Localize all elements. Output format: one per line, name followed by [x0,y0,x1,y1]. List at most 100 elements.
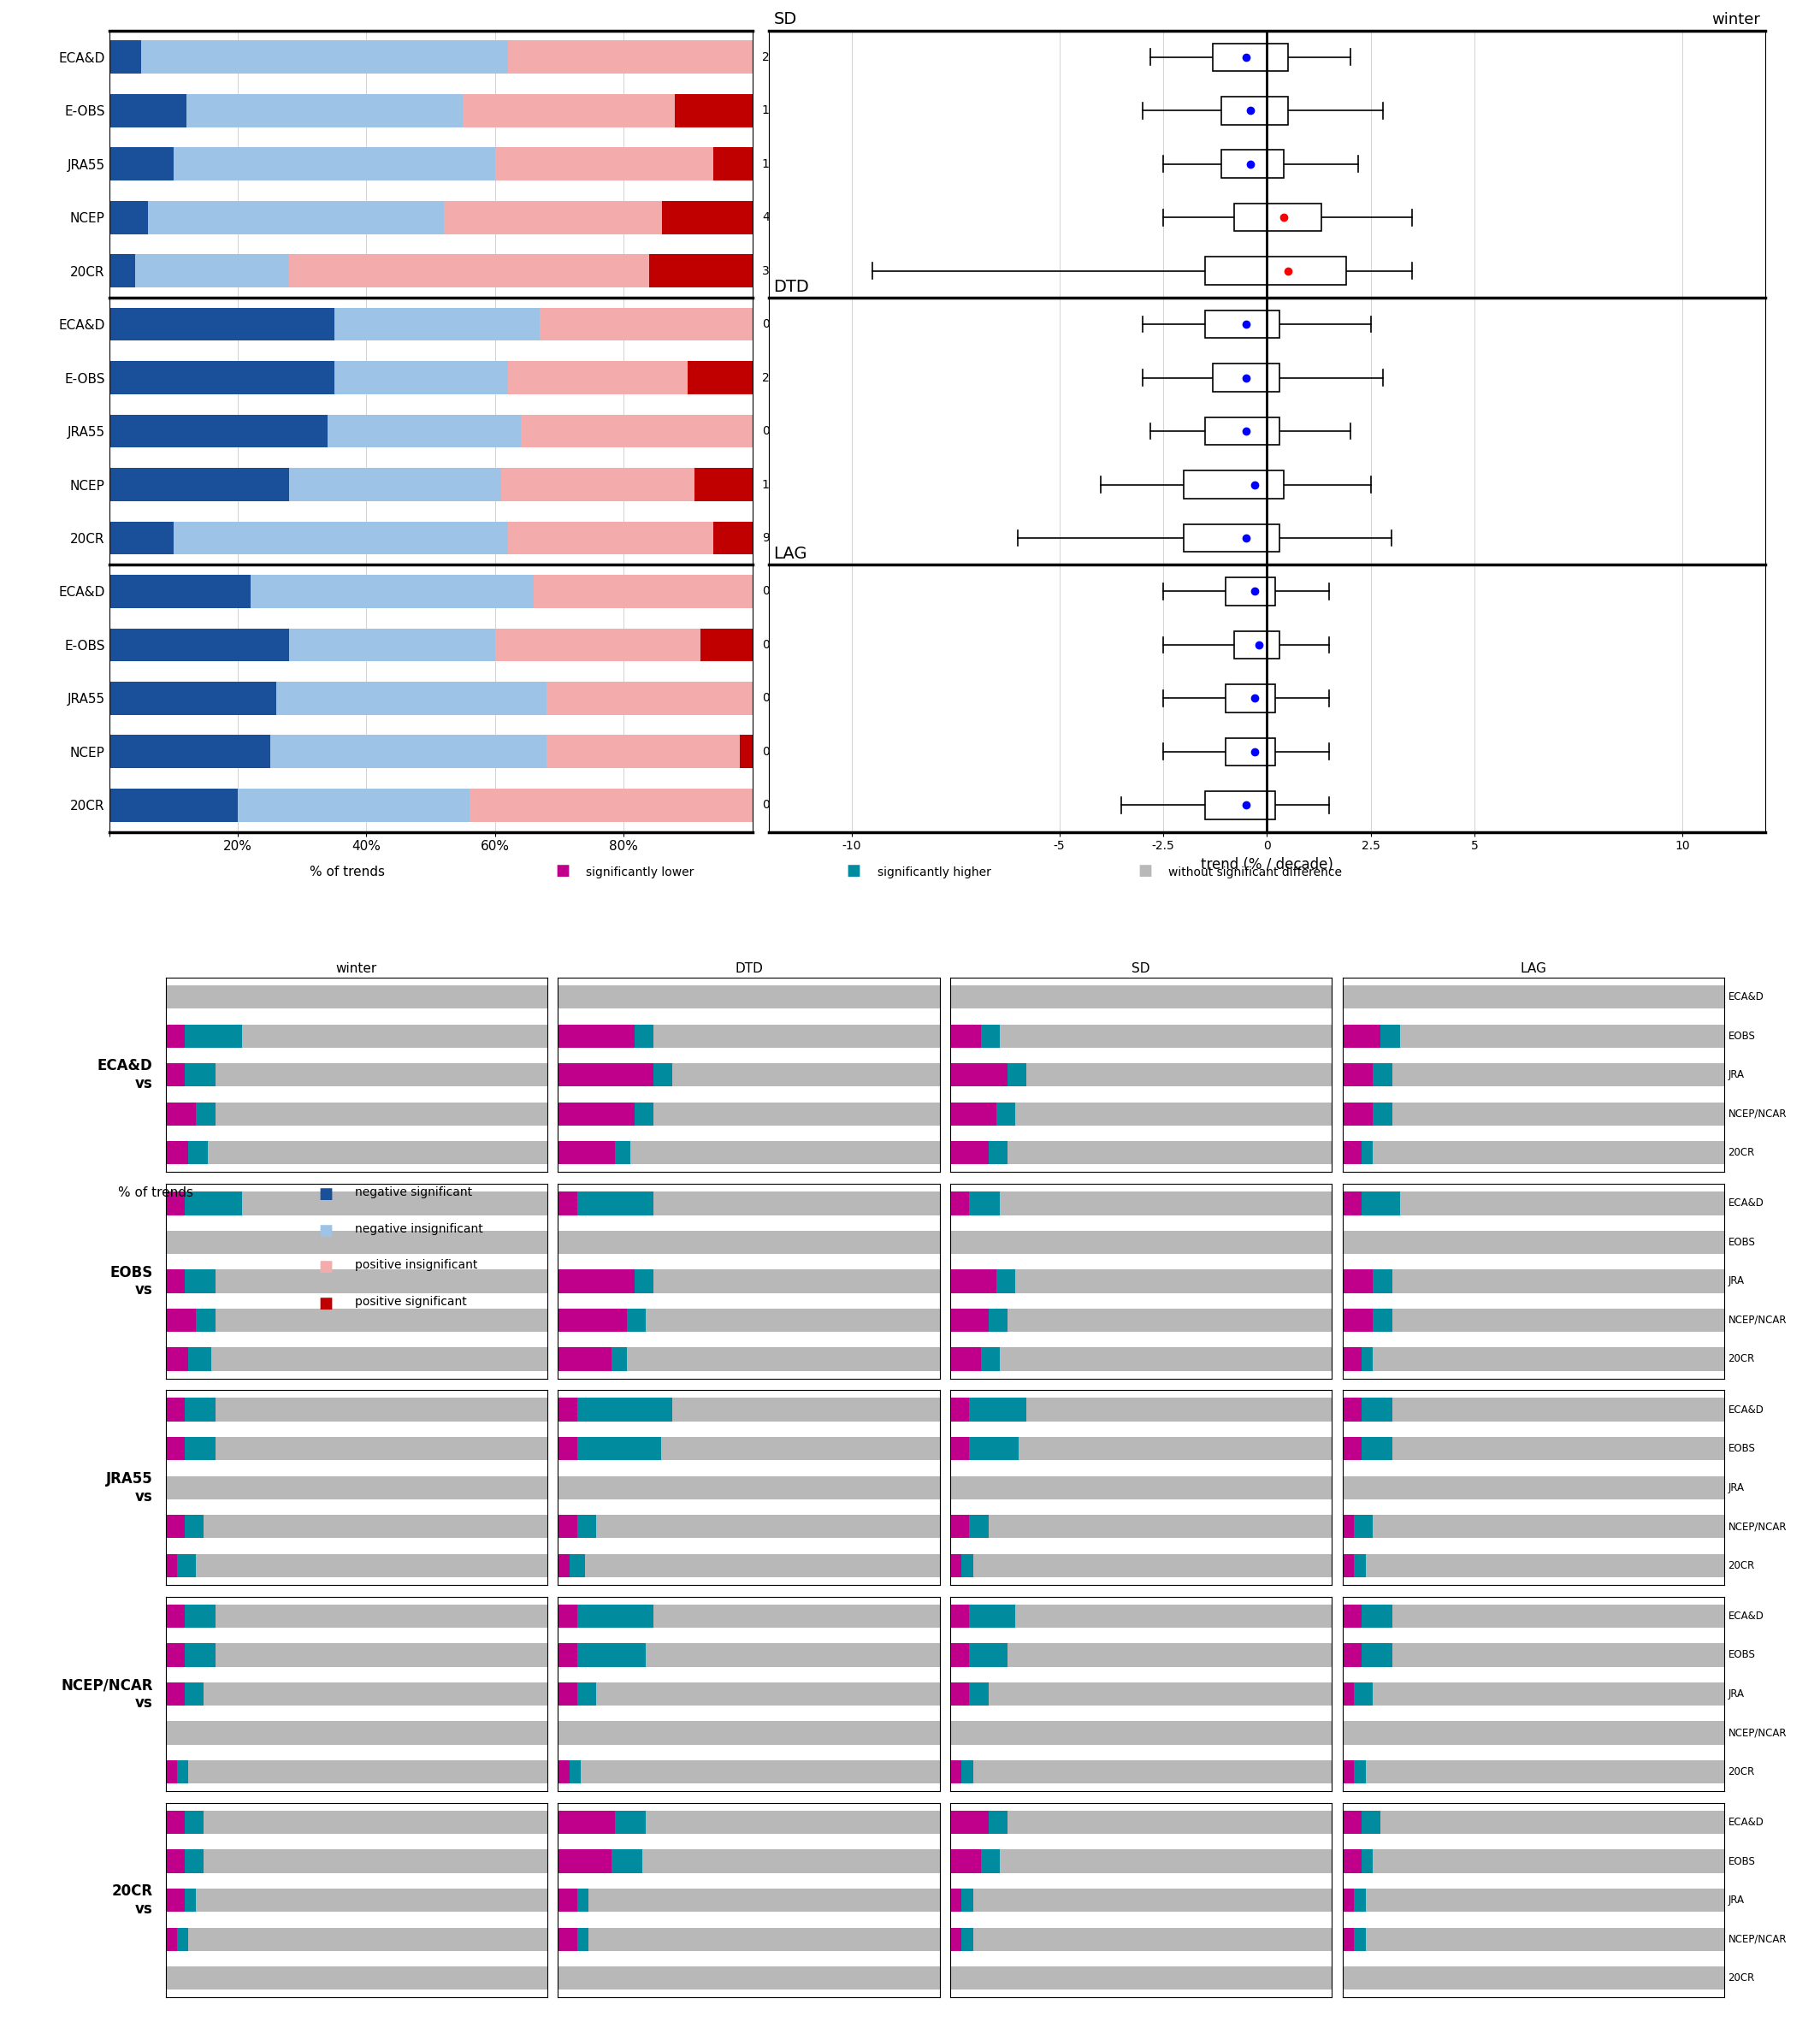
Bar [950,1760,961,1783]
Bar [173,148,495,180]
FancyBboxPatch shape [1234,631,1279,659]
FancyBboxPatch shape [1214,363,1279,391]
Bar [166,1760,177,1783]
Bar [672,1063,939,1087]
Bar [1365,1888,1724,1912]
Bar [109,308,335,341]
Bar [1343,1967,1724,1989]
Text: ■: ■ [318,1186,333,1203]
Bar [559,1888,577,1912]
Bar [289,254,650,288]
Bar [186,1024,242,1048]
Bar [588,1888,939,1912]
Bar [612,1347,626,1371]
Bar [1392,1438,1724,1460]
Bar [1354,1927,1365,1951]
Bar [577,1515,597,1537]
Bar [242,1192,548,1215]
Bar [950,1604,970,1628]
Text: without significant difference: without significant difference [1168,866,1341,878]
Bar [166,1604,186,1628]
Bar [189,1927,548,1951]
Bar [559,1811,615,1833]
Bar [559,1553,570,1578]
Bar [950,1927,961,1951]
Bar [950,1515,970,1537]
Bar [1372,1270,1392,1294]
Bar [988,1142,1008,1164]
Bar [653,1192,939,1215]
Bar [1016,1604,1332,1628]
Bar [166,1231,548,1253]
Text: EOBS: EOBS [1727,1237,1754,1247]
Bar [615,1142,630,1164]
Bar [577,1438,661,1460]
FancyBboxPatch shape [1225,578,1276,604]
FancyBboxPatch shape [1205,310,1279,339]
Bar [189,1347,211,1371]
Bar [988,1811,1008,1833]
Text: positive significant: positive significant [355,1296,466,1308]
Text: negative significant: negative significant [355,1186,471,1199]
Bar [173,521,508,554]
Bar [135,254,289,288]
Bar [559,1604,577,1628]
Bar [1008,1643,1332,1667]
Bar [215,1397,548,1422]
Bar [166,1888,186,1912]
Bar [186,1515,204,1537]
Bar [559,1192,577,1215]
Bar [653,1063,672,1087]
Bar [1392,1270,1724,1294]
Bar [559,1101,635,1126]
Text: significantly higher: significantly higher [877,866,990,878]
Bar [109,789,238,821]
Bar [999,1347,1332,1371]
Bar [653,1604,939,1628]
Text: 1.4: 1.4 [763,479,781,491]
Text: ECA&D: ECA&D [1727,1403,1764,1416]
Bar [1343,1643,1361,1667]
Bar [559,1438,577,1460]
Bar [166,986,548,1008]
Bar [444,201,662,233]
Bar [109,254,135,288]
Bar [204,1850,548,1874]
Bar [1392,1308,1724,1332]
Bar [1361,1850,1372,1874]
Bar [502,468,695,501]
Text: 0.2: 0.2 [763,318,781,331]
Bar [996,1101,1016,1126]
Bar [1343,1397,1361,1422]
Bar [533,574,752,608]
Bar [577,1192,653,1215]
Bar [1372,1850,1724,1874]
Bar [701,629,752,661]
Bar [186,1397,215,1422]
Bar [559,1308,626,1332]
Bar [1365,1760,1724,1783]
Bar [1026,1063,1332,1087]
Bar [204,1683,548,1706]
Bar [189,1760,548,1783]
Bar [186,1811,204,1833]
Bar [166,1270,186,1294]
Bar [999,1024,1332,1048]
Bar [1343,1438,1361,1460]
Bar [109,574,251,608]
Text: significantly lower: significantly lower [586,866,693,878]
FancyBboxPatch shape [1185,470,1283,499]
Bar [1354,1683,1372,1706]
Bar [950,1683,970,1706]
Text: DTD: DTD [774,278,810,294]
Bar [653,1024,939,1048]
Text: JRA: JRA [1727,1894,1744,1906]
Bar [1343,1231,1724,1253]
Bar [1343,1063,1372,1087]
Bar [197,1553,548,1578]
Text: EOBS: EOBS [1727,1649,1754,1661]
Bar [950,1101,996,1126]
Bar [289,468,502,501]
Bar [981,1850,999,1874]
Bar [559,1142,615,1164]
